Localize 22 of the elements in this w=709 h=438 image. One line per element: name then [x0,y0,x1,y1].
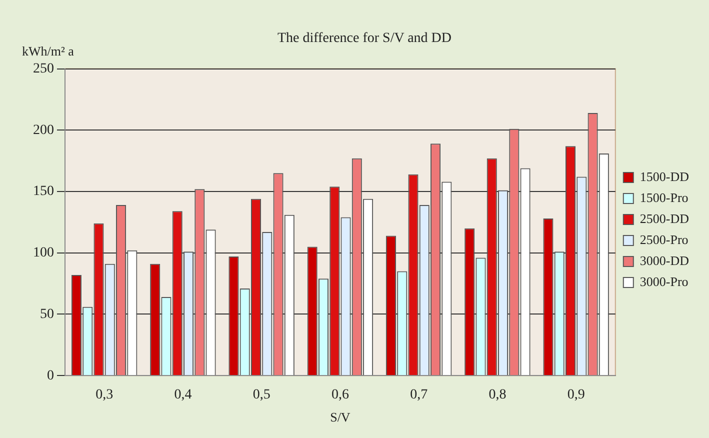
x-tick-label: 0,6 [331,388,349,403]
x-tick-label: 0,7 [410,388,428,403]
legend-label: 3000-Pro [640,274,688,289]
y-tick-label: 250 [33,61,54,76]
y-axis-title: kWh/m² a [22,44,74,59]
x-tick-label: 0,8 [488,388,506,403]
legend-label: 2500-DD [640,210,690,226]
chart-title: The difference for S/V and DD [277,31,452,46]
y-tick-label: 100 [33,246,54,261]
x-tick-label: 0,5 [252,388,270,403]
x-tick-label: 0,3 [96,388,114,403]
y-tick-label: 0 [47,368,54,384]
x-tick-label: 0,4 [174,388,192,403]
x-tick-label: 0,9 [567,388,585,403]
x-axis-title: S/V [330,410,351,425]
y-tick-label: 200 [33,122,54,138]
legend-label: 2500-Pro [640,232,688,247]
y-tick-label: 50 [40,306,54,322]
legend-label: 3000-DD [640,252,690,268]
legend-label: 1500-DD [640,168,690,184]
legend-label: 1500-Pro [640,190,688,205]
y-tick-label: 150 [33,184,54,200]
